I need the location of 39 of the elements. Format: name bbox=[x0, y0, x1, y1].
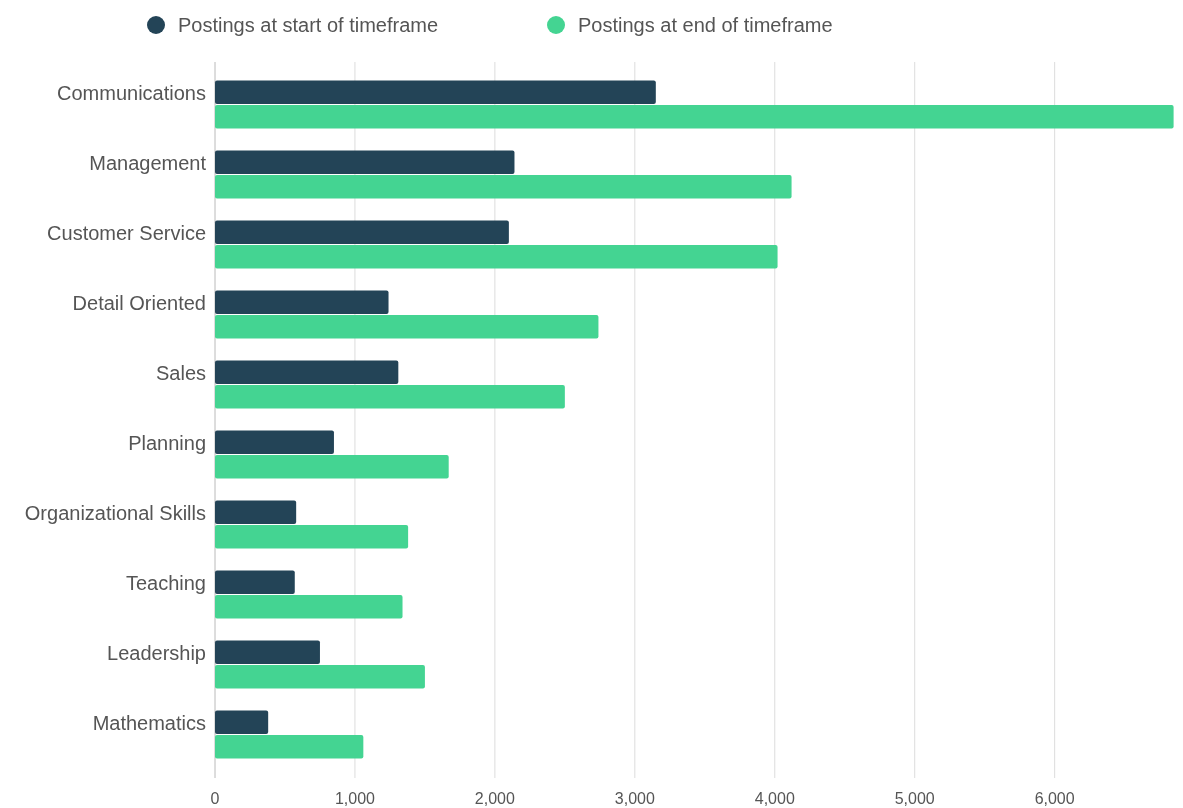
bar bbox=[215, 80, 656, 104]
bar bbox=[215, 245, 778, 269]
bar bbox=[215, 430, 334, 454]
bar bbox=[215, 220, 509, 244]
x-tick-label: 6,000 bbox=[1034, 790, 1075, 807]
bar bbox=[215, 665, 425, 689]
y-tick-label: Leadership bbox=[107, 641, 206, 664]
x-tick-label: 4,000 bbox=[754, 790, 795, 807]
y-tick-label: Sales bbox=[155, 361, 206, 384]
legend-label: Postings at end of timeframe bbox=[578, 14, 833, 36]
bar bbox=[215, 525, 409, 549]
bar bbox=[215, 290, 389, 314]
y-tick-label: Customer Service bbox=[47, 221, 206, 244]
y-tick-label: Detail Oriented bbox=[72, 291, 206, 314]
bar bbox=[215, 385, 565, 409]
x-tick-label: 2,000 bbox=[474, 790, 515, 807]
bar bbox=[215, 315, 599, 339]
bar bbox=[215, 500, 297, 524]
bar bbox=[215, 175, 792, 199]
y-tick-label: Management bbox=[89, 151, 207, 174]
legend-label: Postings at start of timeframe bbox=[178, 14, 439, 36]
x-tick-label: 5,000 bbox=[894, 790, 935, 807]
bar bbox=[215, 360, 399, 384]
bar bbox=[215, 595, 403, 619]
bar bbox=[215, 455, 449, 479]
bar bbox=[215, 735, 364, 759]
x-tick-label: 0 bbox=[210, 790, 220, 807]
x-tick-label: 1,000 bbox=[334, 790, 376, 807]
bar bbox=[215, 150, 515, 174]
y-tick-label: Communications bbox=[57, 81, 206, 104]
bar bbox=[215, 105, 1174, 129]
y-tick-label: Planning bbox=[128, 431, 206, 454]
bar bbox=[215, 710, 269, 734]
y-tick-label: Teaching bbox=[125, 571, 206, 594]
bar bbox=[215, 640, 320, 664]
x-tick-label: 3,000 bbox=[614, 790, 655, 807]
y-tick-label: Mathematics bbox=[92, 711, 206, 734]
bar bbox=[215, 570, 295, 594]
y-tick-label: Organizational Skills bbox=[24, 501, 206, 524]
